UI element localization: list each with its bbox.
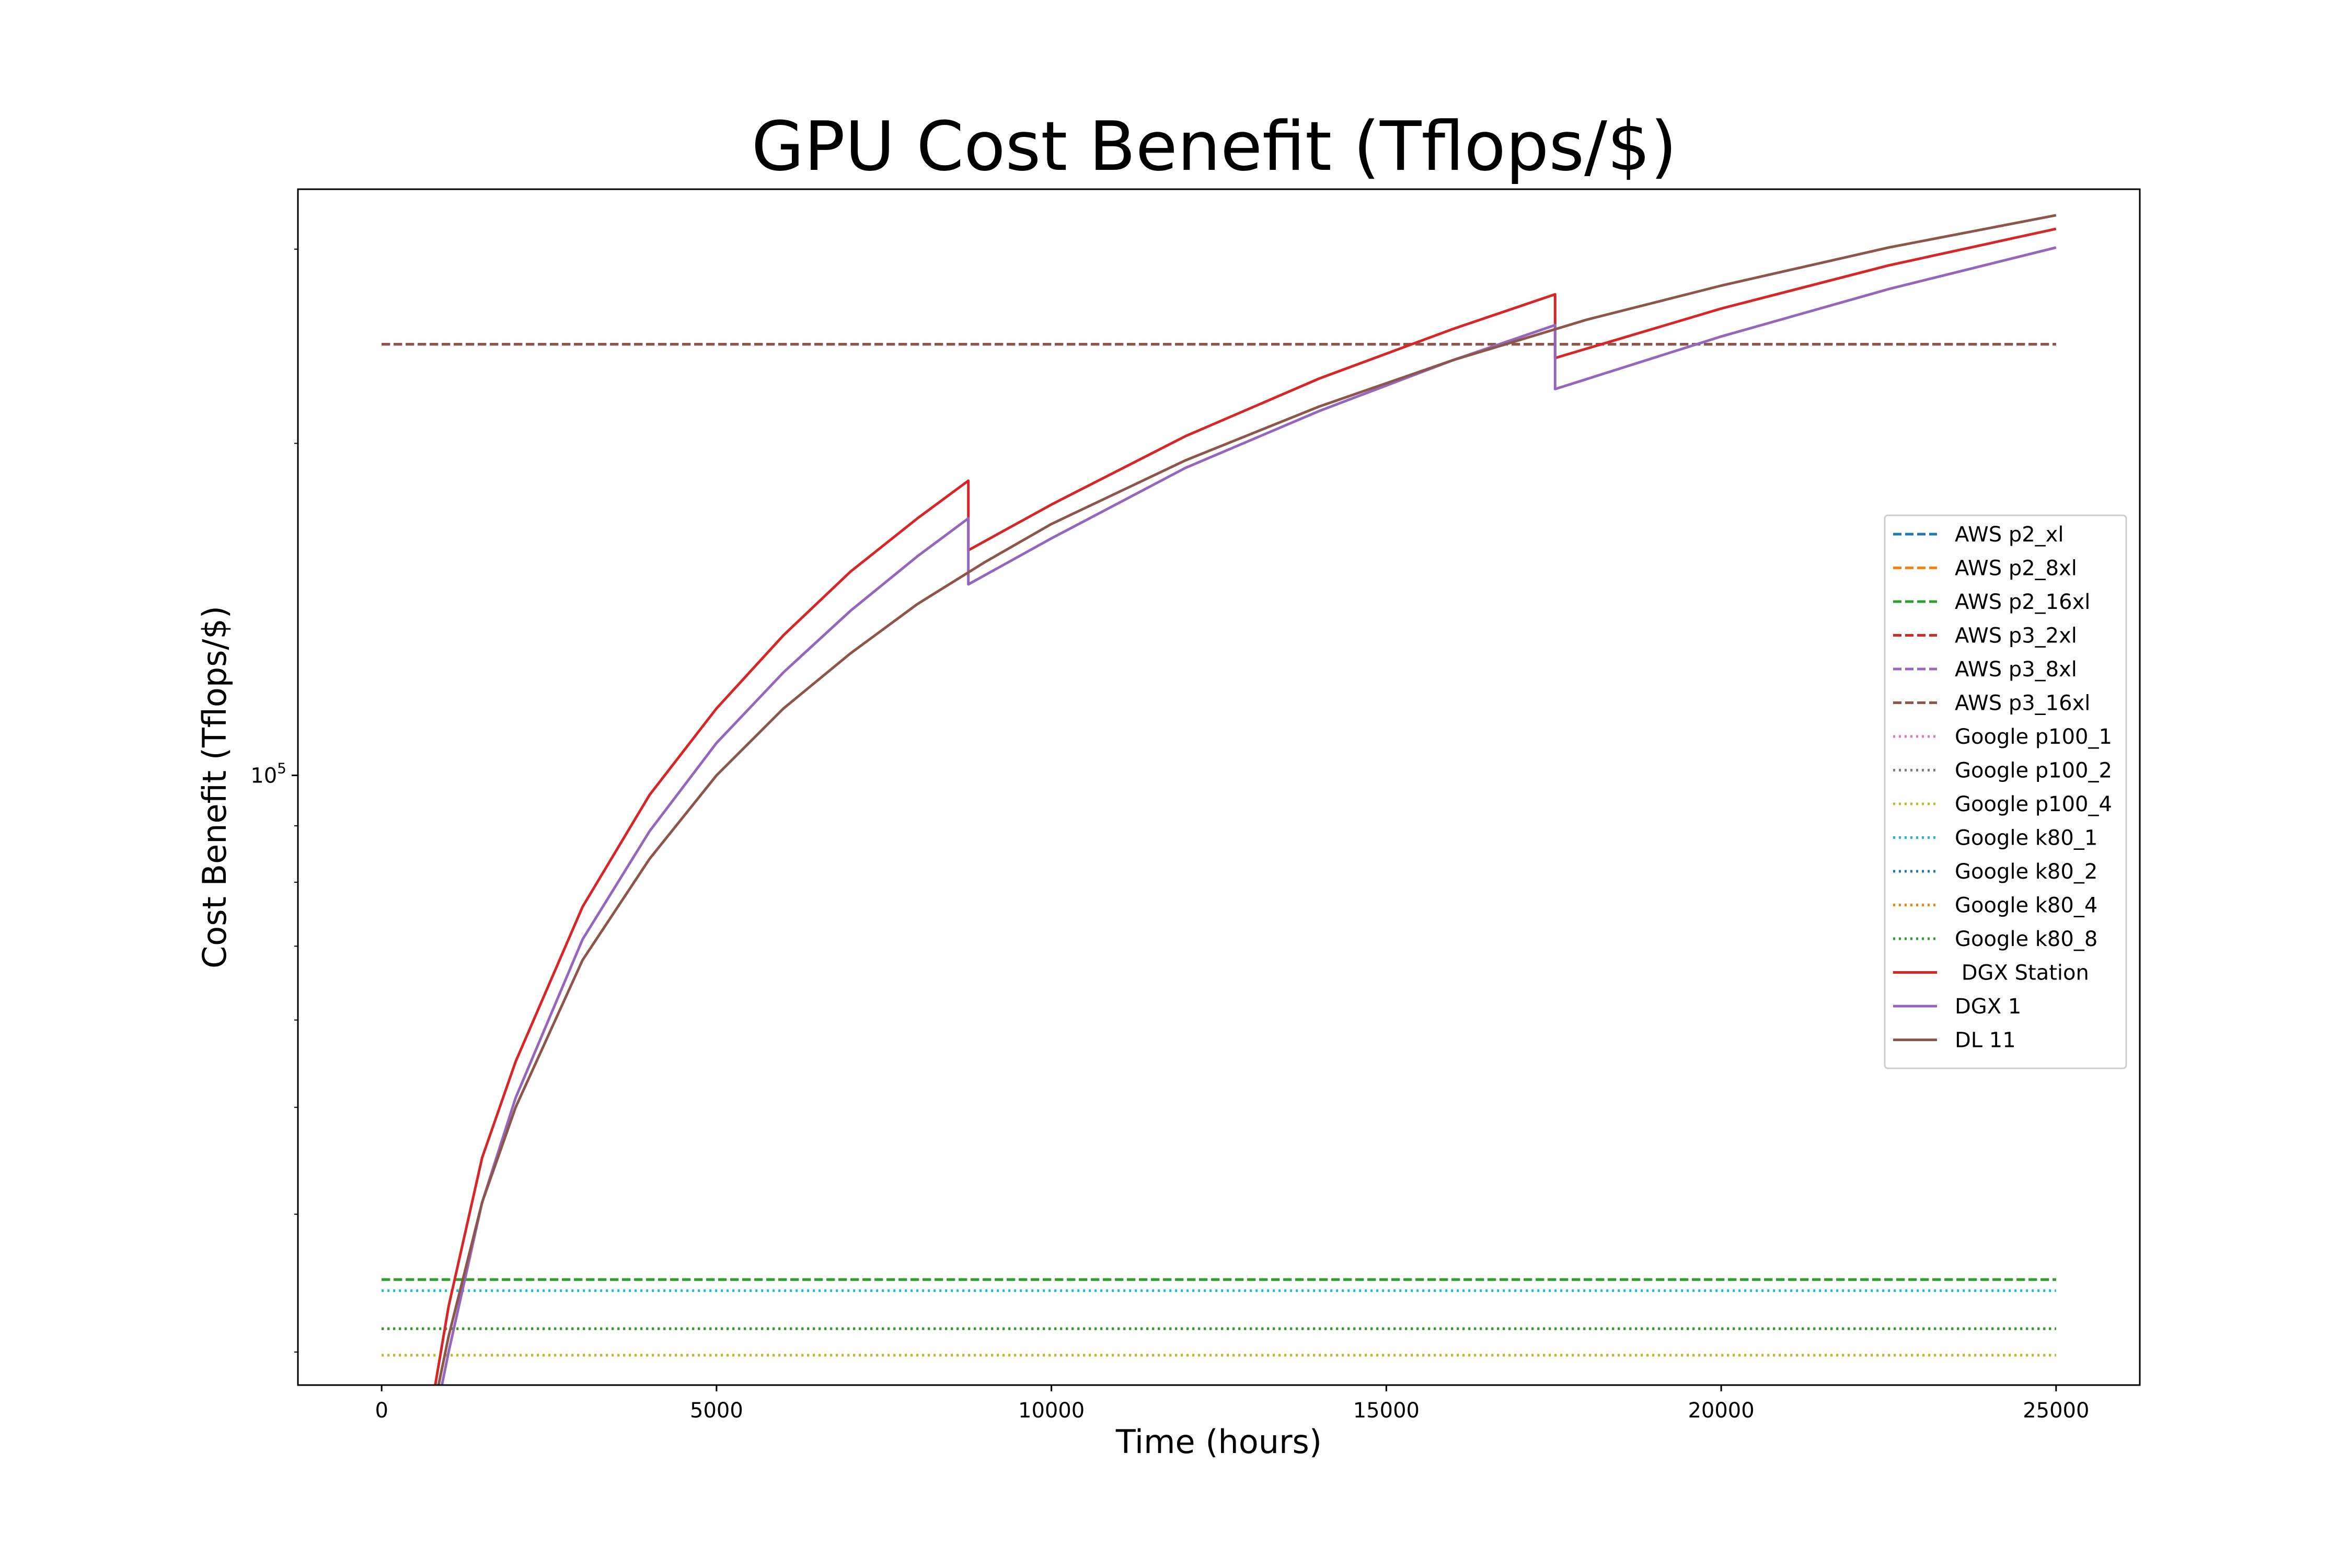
legend-label-aws-p3-8xl: AWS p3_8xl (1955, 658, 2077, 682)
x-tick-label: 0 (375, 1399, 388, 1423)
x-tick-label: 5000 (690, 1399, 743, 1423)
legend-label-google-k80-2: Google k80_2 (1955, 860, 2097, 884)
legend-label-dgx-1: DGX 1 (1955, 995, 2021, 1019)
y-axis-ticks: 105 (250, 248, 298, 1353)
legend-label-google-p100-2: Google p100_2 (1955, 759, 2112, 783)
y-axis-label: Cost Benefit (Tflops/$) (195, 606, 234, 969)
legend-label-aws-p2-8xl: AWS p2_8xl (1955, 557, 2077, 581)
x-axis-ticks: 0 5000 10000 15000 20000 25000 (375, 1385, 2089, 1423)
series-layer (382, 214, 2057, 1385)
legend-label-aws-p3-16xl: AWS p3_16xl (1955, 691, 2090, 716)
plot-area: 0 5000 10000 15000 20000 25000 105 (250, 188, 2141, 1423)
x-tick-label: 10000 (1018, 1399, 1085, 1423)
y-tick-label: 105 (250, 759, 286, 788)
legend-label-aws-p2-16xl: AWS p2_16xl (1955, 590, 2090, 614)
legend-label-dgx-station: DGX Station (1955, 961, 2089, 985)
legend-label-aws-p3-2xl: AWS p3_2xl (1955, 624, 2077, 648)
x-tick-label: 20000 (1688, 1399, 1754, 1423)
series-line-dgx-1 (441, 246, 2057, 1385)
x-axis-label: Time (hours) (1115, 1423, 1322, 1461)
legend-label-dl-11: DL 11 (1955, 1029, 2016, 1053)
x-tick-label: 25000 (2023, 1399, 2089, 1423)
legend-label-google-k80-1: Google k80_1 (1955, 826, 2097, 850)
legend: AWS p2_xl AWS p2_8xl AWS p2_16xl AWS p3_2xl… (1884, 514, 2127, 1069)
series-line-dl-11 (437, 214, 2057, 1385)
legend-box (1884, 514, 2127, 1069)
legend-label-google-k80-8: Google k80_8 (1955, 927, 2097, 951)
legend-label-aws-p2-xl: AWS p2_xl (1955, 523, 2063, 547)
legend-label-google-p100-1: Google p100_1 (1955, 725, 2112, 749)
x-tick-label: 15000 (1353, 1399, 1420, 1423)
legend-label-google-p100-4: Google p100_4 (1955, 792, 2112, 816)
axes-frame (297, 188, 2141, 1386)
legend-label-google-k80-4: Google k80_4 (1955, 894, 2097, 918)
chart-title: GPU Cost Benefit (Tflops/$) (752, 107, 1677, 186)
